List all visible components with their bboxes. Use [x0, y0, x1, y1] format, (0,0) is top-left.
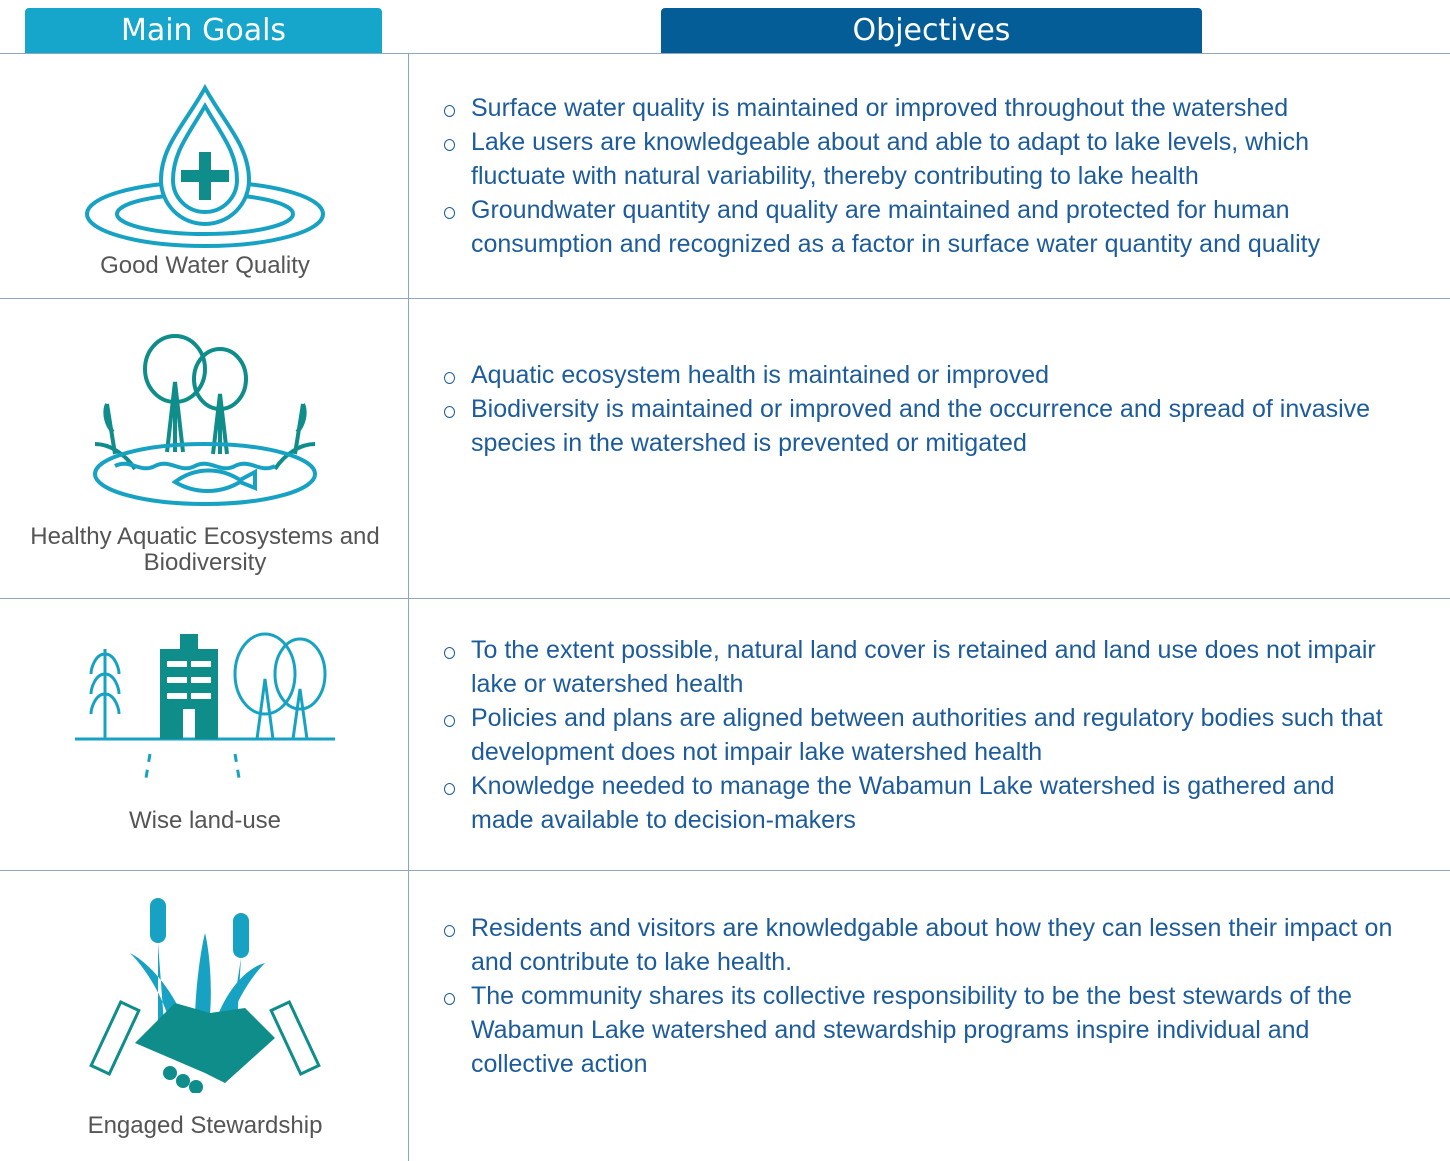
objective: Residents and visitors are knowledgable … — [443, 911, 1403, 979]
objective: Surface water quality is maintained or i… — [443, 91, 1403, 125]
objective: Biodiversity is maintained or improved a… — [443, 392, 1403, 460]
objective: Lake users are knowledgeable about and a… — [443, 125, 1403, 193]
objective: Groundwater quantity and quality are mai… — [443, 193, 1403, 261]
objective: Policies and plans are aligned between a… — [443, 701, 1403, 769]
goal-row: Healthy Aquatic Ecosystems and Biodivers… — [0, 299, 1450, 598]
goal-row: Good Water Quality Surface water quality… — [0, 54, 1450, 298]
ecosystem-icon — [93, 334, 317, 506]
stewardship-icon — [89, 898, 321, 1093]
goal-label: Healthy Aquatic Ecosystems and Biodivers… — [30, 523, 380, 576]
column-divider — [408, 53, 409, 1161]
objective: The community shares its collective resp… — [443, 979, 1403, 1081]
divider — [0, 298, 1450, 299]
land-use-icon — [75, 632, 335, 785]
divider — [0, 53, 1450, 54]
objective-list: Residents and visitors are knowledgable … — [443, 871, 1403, 1121]
goal-label: Engaged Stewardship — [87, 1112, 323, 1139]
divider — [0, 870, 1450, 871]
objective-list: Surface water quality is maintained or i… — [443, 54, 1403, 298]
objective: Knowledge needed to manage the Wabamun L… — [443, 769, 1403, 837]
goal-label: Wise land-use — [128, 807, 282, 834]
objective: Aquatic ecosystem health is maintained o… — [443, 358, 1403, 392]
goals-header: Main Goals — [25, 8, 382, 53]
water-icon — [85, 84, 325, 248]
objective: To the extent possible, natural land cov… — [443, 633, 1403, 701]
objective-list: To the extent possible, natural land cov… — [443, 599, 1403, 870]
goal-row: Wise land-use To the extent possible, na… — [0, 599, 1450, 870]
divider — [0, 598, 1450, 599]
goal-label: Good Water Quality — [100, 252, 310, 279]
objectives-header: Objectives — [661, 8, 1202, 53]
objective-list: Aquatic ecosystem health is maintained o… — [443, 299, 1403, 518]
goal-row: Engaged Stewardship Residents and visito… — [0, 871, 1450, 1161]
